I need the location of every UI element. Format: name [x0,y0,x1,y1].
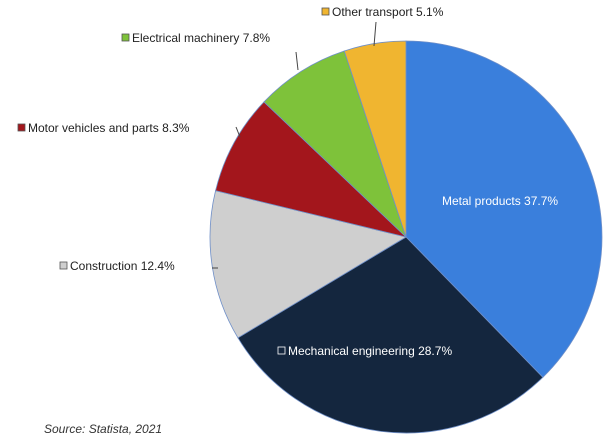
leader-lines [212,21,377,269]
legend-swatch [277,346,286,355]
slice-label: Electrical machinery 7.8% [132,31,270,45]
slice-labels: Metal products 37.7% Mechanical engineeri… [17,5,558,358]
slice-label: Metal products 37.7% [442,194,558,208]
slice-label: Motor vehicles and parts 8.3% [28,121,190,135]
legend-swatch [321,7,330,16]
leader-line [235,126,241,138]
slice-label: Construction 12.4% [70,259,175,273]
pie-slices [209,40,603,434]
slice-label: Mechanical engineering 28.7% [288,344,452,358]
pie-slice-metal-products [405,40,603,378]
leader-line [295,51,299,71]
leader-line [373,21,377,47]
pie-slice-motor-vehicles-and-parts [215,101,408,238]
source-note: Source: Statista, 2021 [44,422,163,436]
pie-slice-construction [209,190,408,339]
pie-slice-electrical-machinery [263,50,407,238]
legend-swatch [121,33,130,42]
slice-label: Other transport 5.1% [332,5,444,19]
legend-swatch [59,261,68,270]
pie-slice-mechanical-engineering [237,236,544,434]
legend-swatch [17,123,26,132]
pie-slice-other-transport [343,40,407,238]
